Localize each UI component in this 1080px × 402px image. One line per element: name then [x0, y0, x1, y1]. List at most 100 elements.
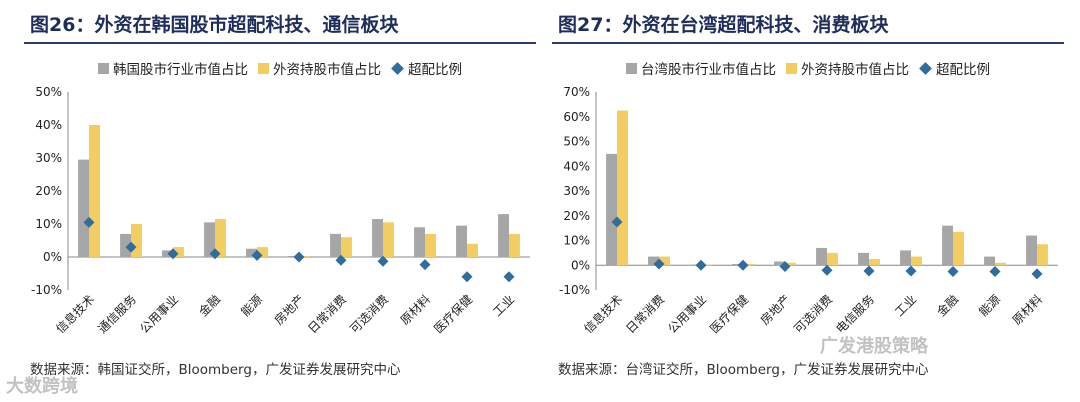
fig27-y-tick-label: 20% — [563, 209, 590, 223]
legend-label: 外资持股市值占比 — [273, 62, 381, 78]
fig26-bar — [414, 227, 425, 257]
fig27-bar — [690, 264, 701, 266]
fig26-overweight-marker — [125, 241, 137, 253]
fig27-overweight-marker — [779, 260, 791, 272]
fig27-y-tick-label: 50% — [563, 135, 590, 149]
fig27-y-tick-label: 40% — [563, 159, 590, 173]
fig26-category-label: 金融 — [196, 292, 224, 320]
fig27-bar — [1037, 244, 1048, 266]
legend-label: 超配比例 — [936, 62, 990, 78]
fig27-bar — [911, 256, 922, 266]
fig26-overweight-marker — [419, 259, 431, 271]
fig27-bar — [1026, 235, 1037, 266]
title-divider — [552, 42, 1064, 44]
fig26-y-tick-label: 40% — [35, 118, 62, 132]
fig26-category-label: 原材料 — [398, 292, 433, 327]
figure-26-title: 图26：外资在韩国股市超配科技、通信板块 — [30, 14, 399, 36]
fig26-bar — [246, 248, 257, 257]
fig26-bar — [467, 243, 478, 257]
fig27-overweight-marker — [695, 259, 707, 271]
fig27-bar — [869, 259, 880, 266]
fig27-y-tick-label: -10% — [559, 283, 590, 297]
fig26-overweight-marker — [503, 271, 515, 283]
fig27-overweight-marker — [1031, 268, 1043, 280]
fig26-category-label: 日常消费 — [305, 292, 349, 336]
fig26-bar — [299, 256, 310, 257]
legend-item-foreign-share: 外资持股市值占比 — [786, 58, 909, 78]
fig26-category-label: 房地产 — [271, 292, 307, 328]
fig26-y-tick-label: 10% — [35, 217, 62, 231]
fig27-category-label: 日常消费 — [623, 292, 667, 336]
fig27-bar — [827, 252, 838, 266]
fig27-category-label: 医疗保健 — [707, 292, 751, 336]
figure-27-source: 数据来源：台湾证交所，Bloomberg，广发证券发展研究中心 — [558, 362, 929, 378]
fig27-overweight-marker — [947, 265, 959, 277]
fig26-overweight-marker — [461, 271, 473, 283]
fig26-bar — [425, 233, 436, 257]
fig27-y-tick-label: 60% — [563, 110, 590, 124]
gold-swatch-icon — [786, 62, 797, 74]
fig27-overweight-marker — [737, 259, 749, 271]
diamond-marker-icon — [919, 61, 932, 75]
fig27-overweight-marker — [905, 265, 917, 277]
fig27-bar — [984, 256, 995, 266]
figure-27-title: 图27：外资在台湾超配科技、消费板块 — [558, 14, 889, 36]
fig27-overweight-marker — [611, 216, 623, 228]
fig26-y-tick-label: 30% — [35, 151, 62, 165]
fig27-overweight-marker — [653, 258, 665, 270]
fig27-bar — [785, 262, 796, 266]
fig27-category-label: 可选消费 — [791, 292, 835, 336]
fig27-bar — [743, 264, 754, 266]
figure-26-source: 数据来源：韩国证交所，Bloomberg，广发证券发展研究中心 — [30, 362, 401, 378]
fig26-bar — [131, 224, 142, 257]
legend-label: 台湾股市行业市值占比 — [641, 62, 776, 78]
figure-26-legend: 韩国股市行业市值占比 外资持股市值占比 超配比例 — [20, 58, 540, 78]
fig27-category-label: 公用事业 — [665, 292, 709, 336]
fig27-bar — [995, 262, 1006, 266]
fig27-category-label: 能源 — [976, 292, 1003, 319]
fig26-bar — [120, 233, 131, 257]
fig26-overweight-marker — [251, 249, 263, 261]
figure-27-legend: 台湾股市行业市值占比 外资持股市值占比 超配比例 — [548, 58, 1068, 78]
fig27-bar — [953, 231, 964, 266]
fig27-bar — [648, 256, 659, 266]
fig26-overweight-marker — [209, 248, 221, 260]
fig26-overweight-marker — [167, 248, 179, 260]
fig27-category-label: 信息技术 — [581, 292, 626, 337]
fig27-y-tick-label: 30% — [563, 184, 590, 198]
fig26-bar — [330, 233, 341, 257]
fig27-y-tick-label: 10% — [563, 234, 590, 248]
fig27-bar — [701, 264, 712, 266]
legend-item-overweight: 超配比例 — [391, 58, 462, 78]
fig27-bar — [900, 250, 911, 266]
fig26-bar — [498, 214, 509, 257]
figure-26-panel: 图26：外资在韩国股市超配科技、通信板块 韩国股市行业市值占比 外资持股市值占比… — [20, 0, 540, 402]
legend-label: 韩国股市行业市值占比 — [113, 62, 248, 78]
fig26-bar — [78, 159, 89, 257]
fig26-category-label: 信息技术 — [53, 292, 98, 337]
fig27-bar — [606, 153, 617, 266]
legend-label: 外资持股市值占比 — [801, 62, 909, 78]
fig26-bar — [456, 225, 467, 257]
fig26-bar — [288, 256, 299, 257]
fig26-bar — [383, 222, 394, 257]
watermark-left: 大数跨境 — [6, 376, 78, 397]
fig26-bar — [257, 247, 268, 257]
fig26-category-label: 可选消费 — [347, 292, 391, 336]
fig26-bar — [215, 219, 226, 257]
fig26-bar — [509, 233, 520, 257]
figure-27-chart: 70% 60% 50% 40% 30% 20% 10% 0% -10%信息技术日常消费公用事业医… — [559, 85, 1058, 337]
fig27-overweight-marker — [821, 264, 833, 276]
fig26-category-label: 医疗保健 — [431, 292, 475, 336]
fig27-bar — [816, 247, 827, 266]
fig26-overweight-marker — [293, 251, 305, 263]
fig27-category-label: 电信服务 — [833, 292, 878, 337]
fig26-bar — [372, 219, 383, 257]
fig26-overweight-marker — [83, 216, 95, 228]
fig27-bar — [942, 225, 953, 266]
title-divider — [24, 42, 536, 44]
legend-item-foreign-share: 外资持股市值占比 — [258, 58, 381, 78]
fig27-bar — [659, 256, 670, 266]
legend-label: 超配比例 — [408, 62, 462, 78]
